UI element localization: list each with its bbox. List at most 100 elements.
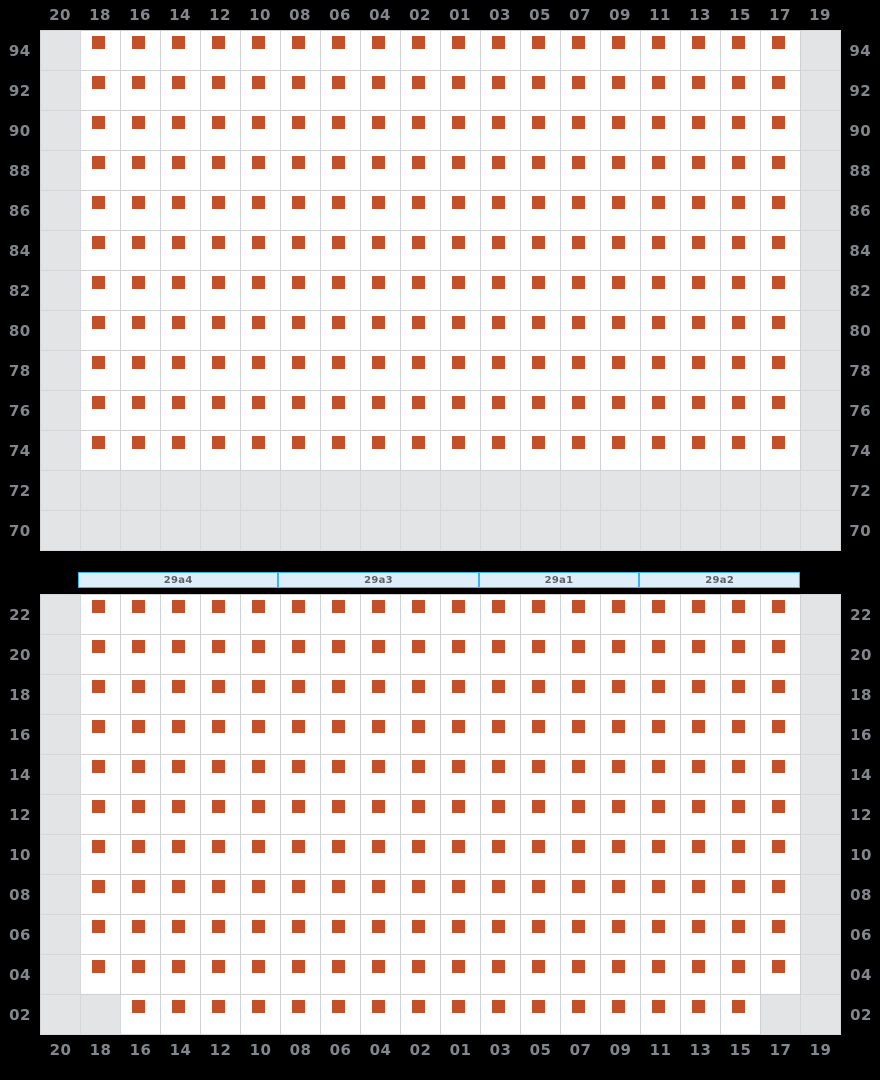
seat-cell-available[interactable]	[560, 914, 601, 955]
seat-cell-available[interactable]	[320, 874, 361, 915]
seat-cell-available[interactable]	[279, 270, 321, 311]
seat-cell-available[interactable]	[679, 70, 721, 111]
seat-cell-available[interactable]	[279, 430, 321, 471]
seat-cell-available[interactable]	[719, 230, 761, 271]
seat-cell-available[interactable]	[640, 594, 681, 635]
seat-cell-available[interactable]	[439, 270, 481, 311]
seat-cell-available[interactable]	[199, 150, 241, 191]
seat-cell-available[interactable]	[319, 110, 361, 151]
seat-cell-available[interactable]	[479, 230, 521, 271]
seat-cell-available[interactable]	[159, 190, 201, 231]
seat-cell-available[interactable]	[399, 110, 441, 151]
seat-cell-available[interactable]	[319, 230, 361, 271]
seat-cell-available[interactable]	[559, 350, 601, 391]
seat-cell-available[interactable]	[239, 350, 281, 391]
seat-cell-available[interactable]	[79, 430, 121, 471]
seat-cell-available[interactable]	[680, 874, 721, 915]
seat-cell-available[interactable]	[359, 110, 401, 151]
seat-cell-available[interactable]	[399, 270, 441, 311]
seat-cell-available[interactable]	[440, 834, 481, 875]
seat-cell-available[interactable]	[199, 230, 241, 271]
seat-cell-available[interactable]	[639, 190, 681, 231]
seat-cell-available[interactable]	[679, 350, 721, 391]
seat-cell-available[interactable]	[199, 70, 241, 111]
seat-cell-available[interactable]	[159, 430, 201, 471]
seat-cell-available[interactable]	[280, 834, 321, 875]
seat-cell-available[interactable]	[439, 30, 481, 71]
seat-cell-available[interactable]	[439, 70, 481, 111]
seat-cell-available[interactable]	[520, 994, 561, 1035]
seat-cell-available[interactable]	[759, 110, 801, 151]
seat-cell-available[interactable]	[480, 754, 521, 795]
seat-cell-available[interactable]	[359, 310, 401, 351]
seat-cell-available[interactable]	[680, 674, 721, 715]
seat-cell-available[interactable]	[599, 430, 641, 471]
seat-cell-available[interactable]	[119, 430, 161, 471]
seat-cell-available[interactable]	[399, 390, 441, 431]
seat-cell-available[interactable]	[359, 270, 401, 311]
seat-cell-available[interactable]	[640, 994, 681, 1035]
band-segment-29a2[interactable]: 29a2	[639, 572, 800, 588]
seat-cell-available[interactable]	[599, 190, 641, 231]
seat-cell-available[interactable]	[319, 190, 361, 231]
seat-cell-available[interactable]	[279, 390, 321, 431]
seat-cell-available[interactable]	[720, 674, 761, 715]
seat-cell-available[interactable]	[679, 390, 721, 431]
seat-cell-available[interactable]	[199, 350, 241, 391]
seat-cell-available[interactable]	[400, 994, 441, 1035]
seat-cell-available[interactable]	[720, 874, 761, 915]
seat-cell-available[interactable]	[360, 834, 401, 875]
seat-cell-available[interactable]	[80, 874, 121, 915]
seat-cell-available[interactable]	[399, 230, 441, 271]
seat-cell-available[interactable]	[320, 674, 361, 715]
seat-cell-available[interactable]	[79, 230, 121, 271]
seat-cell-available[interactable]	[639, 150, 681, 191]
seat-cell-available[interactable]	[399, 310, 441, 351]
seat-cell-available[interactable]	[760, 714, 801, 755]
seat-cell-available[interactable]	[559, 390, 601, 431]
seat-cell-available[interactable]	[760, 794, 801, 835]
seat-cell-available[interactable]	[199, 430, 241, 471]
seat-cell-available[interactable]	[639, 30, 681, 71]
seat-cell-available[interactable]	[399, 430, 441, 471]
seat-cell-available[interactable]	[759, 310, 801, 351]
seat-cell-available[interactable]	[400, 834, 441, 875]
seat-cell-available[interactable]	[600, 874, 641, 915]
seat-cell-available[interactable]	[120, 834, 161, 875]
seat-cell-available[interactable]	[160, 954, 201, 995]
seat-cell-available[interactable]	[279, 310, 321, 351]
seat-cell-available[interactable]	[520, 794, 561, 835]
seat-cell-available[interactable]	[359, 70, 401, 111]
seat-cell-available[interactable]	[319, 270, 361, 311]
seat-cell-available[interactable]	[720, 754, 761, 795]
seat-cell-available[interactable]	[480, 914, 521, 955]
seat-cell-available[interactable]	[759, 230, 801, 271]
seat-cell-available[interactable]	[519, 230, 561, 271]
seat-cell-available[interactable]	[759, 350, 801, 391]
seat-cell-available[interactable]	[599, 230, 641, 271]
seat-cell-available[interactable]	[760, 674, 801, 715]
seat-cell-available[interactable]	[199, 310, 241, 351]
seat-cell-available[interactable]	[760, 834, 801, 875]
seat-cell-available[interactable]	[480, 794, 521, 835]
seat-cell-available[interactable]	[440, 714, 481, 755]
seat-cell-available[interactable]	[440, 994, 481, 1035]
seat-cell-available[interactable]	[719, 310, 761, 351]
seat-cell-available[interactable]	[120, 994, 161, 1035]
seat-cell-available[interactable]	[600, 834, 641, 875]
seat-cell-available[interactable]	[239, 430, 281, 471]
seat-cell-available[interactable]	[640, 634, 681, 675]
seat-cell-available[interactable]	[280, 994, 321, 1035]
seat-cell-available[interactable]	[200, 914, 241, 955]
seat-cell-available[interactable]	[200, 674, 241, 715]
seat-cell-available[interactable]	[639, 390, 681, 431]
seat-cell-available[interactable]	[519, 30, 561, 71]
seat-cell-available[interactable]	[279, 350, 321, 391]
seat-cell-available[interactable]	[440, 954, 481, 995]
seat-cell-available[interactable]	[240, 834, 281, 875]
seat-cell-available[interactable]	[360, 914, 401, 955]
seat-cell-available[interactable]	[360, 634, 401, 675]
seat-cell-available[interactable]	[240, 634, 281, 675]
seat-cell-available[interactable]	[760, 594, 801, 635]
seat-cell-available[interactable]	[160, 994, 201, 1035]
